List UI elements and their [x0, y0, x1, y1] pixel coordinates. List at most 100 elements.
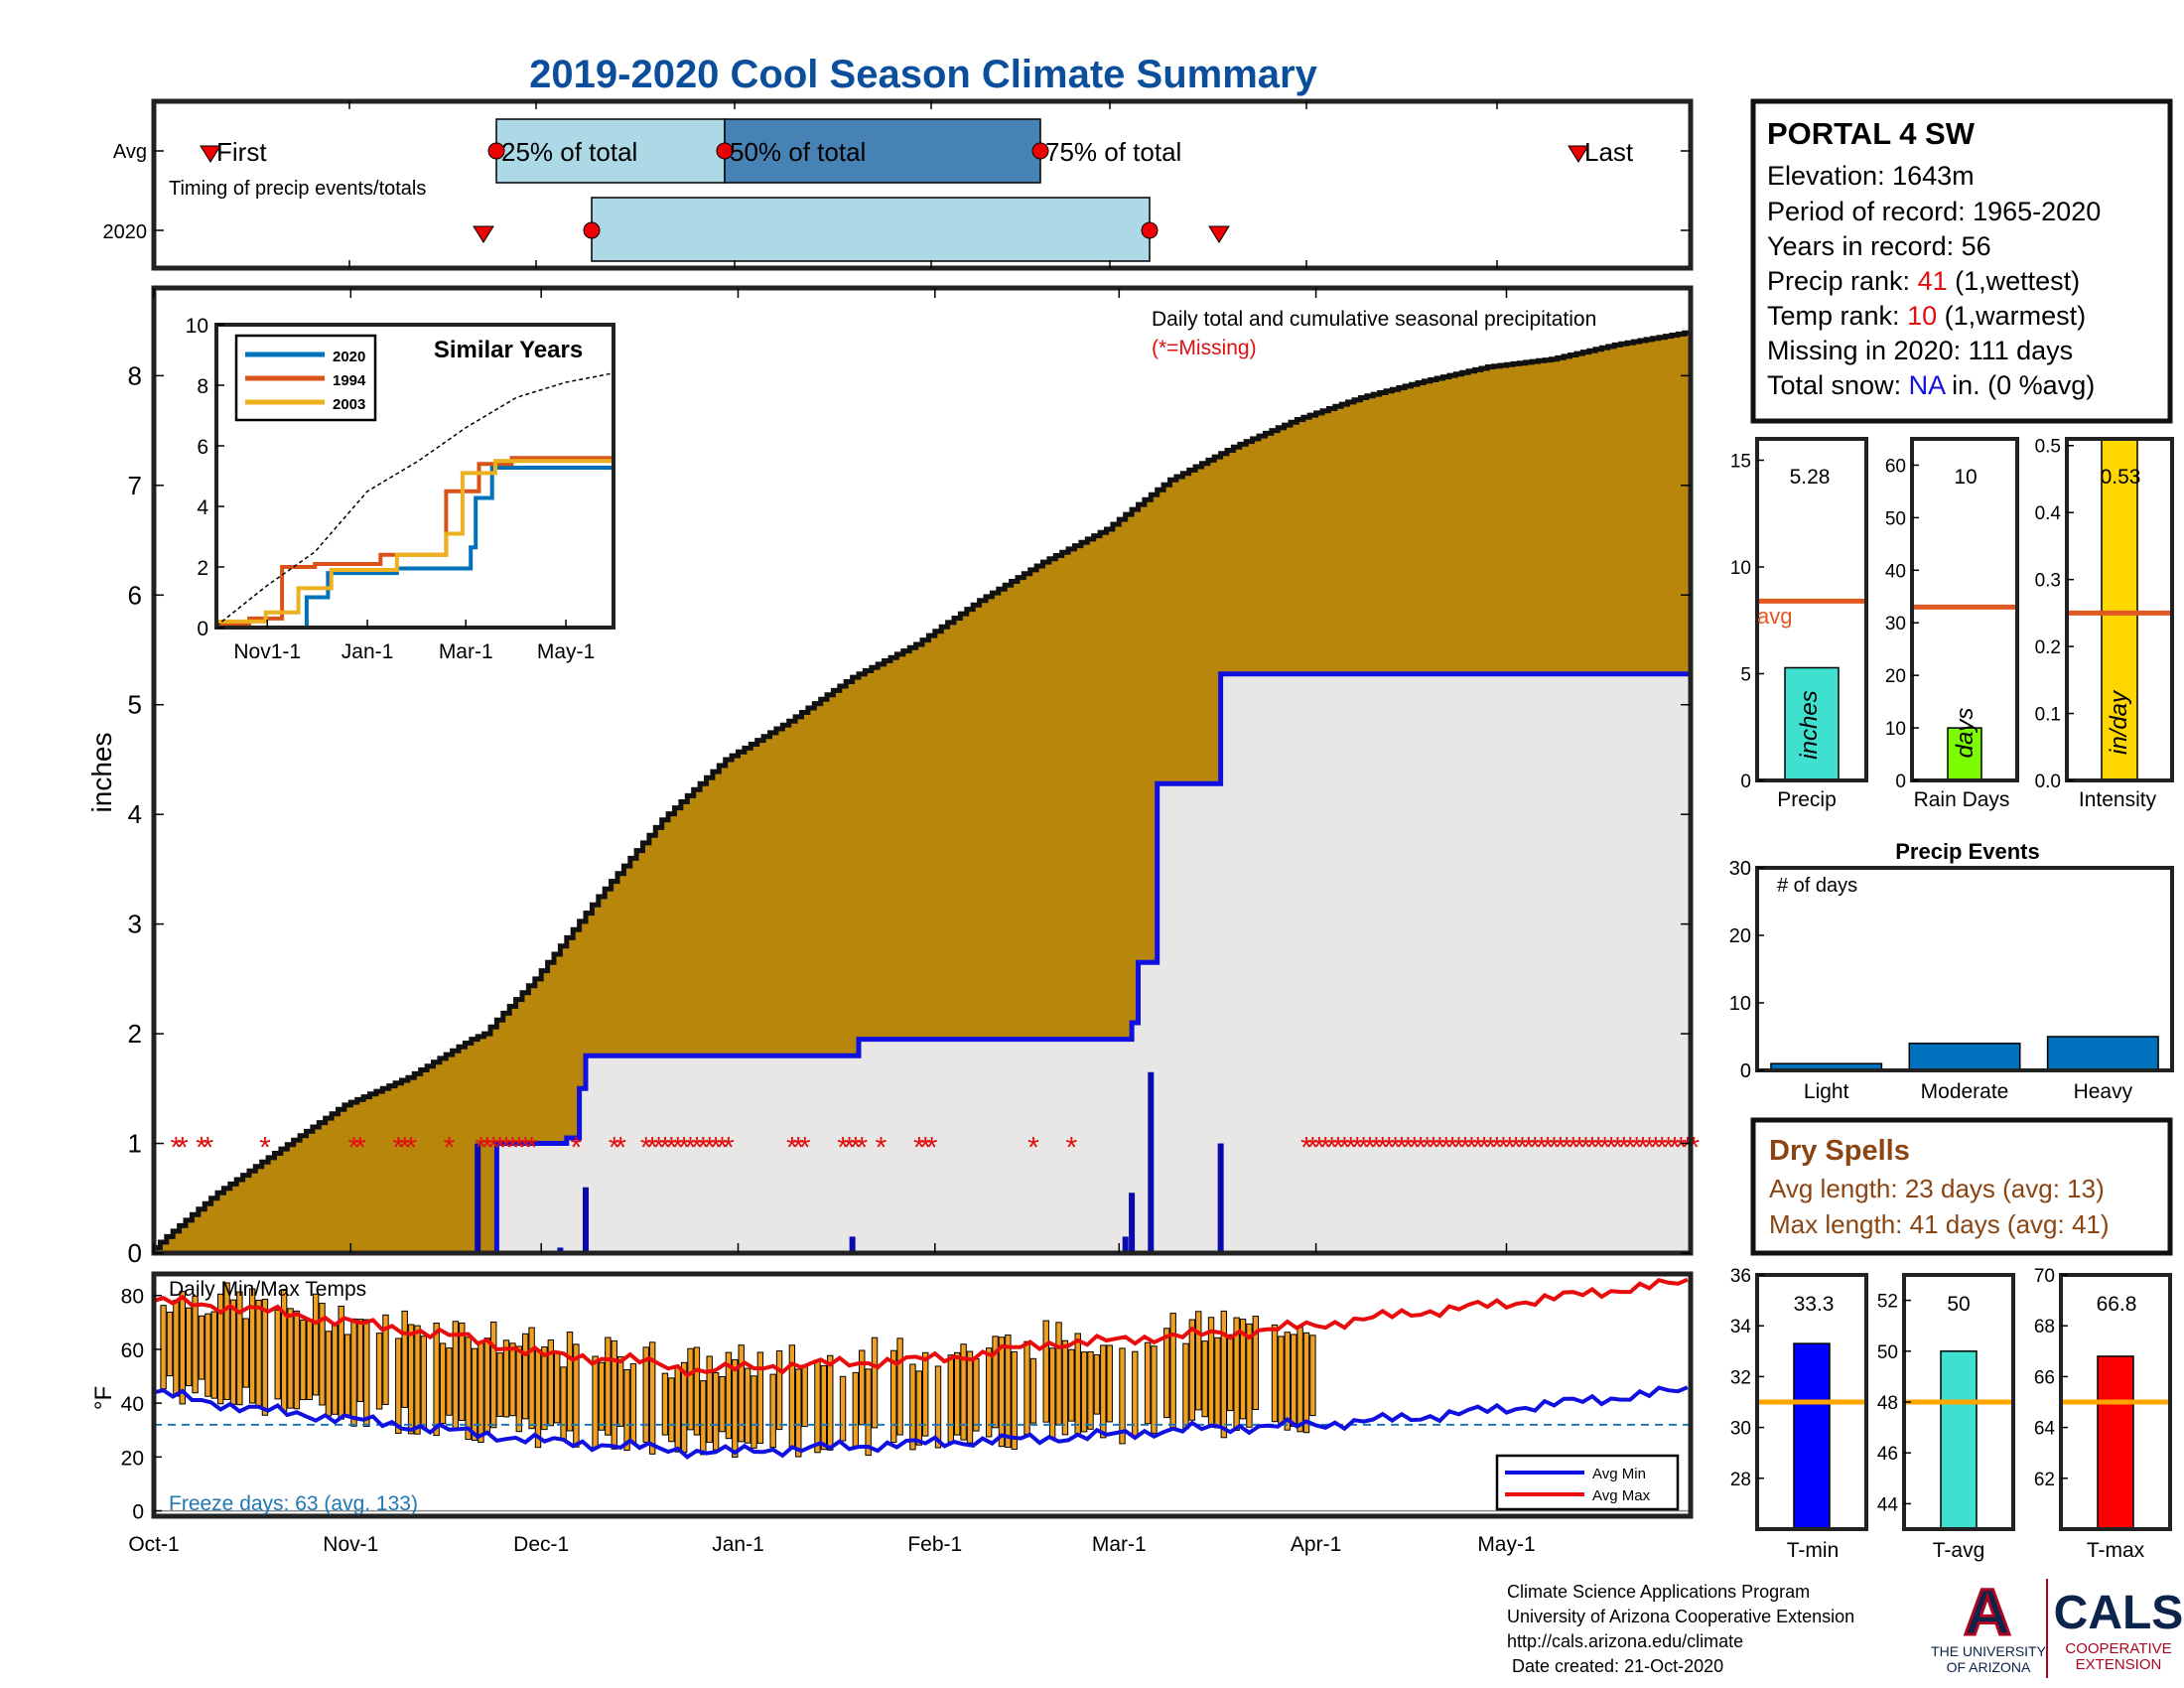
events-category-label: Moderate: [1921, 1080, 2009, 1103]
dry-spells-title: Dry Spells: [1769, 1135, 1910, 1167]
main-y-tick-label: 7: [128, 471, 142, 500]
main-y-tick-label: 6: [128, 580, 142, 610]
events-ylabel: # of days: [1777, 875, 1857, 897]
missing-day-marker: *: [792, 1132, 804, 1165]
daily-temp-bar: [478, 1340, 484, 1443]
missing-day-marker: *: [850, 1132, 862, 1165]
inset-title: Similar Years: [434, 337, 583, 363]
station-info-box: PORTAL 4 SW Elevation: 1643m Period of r…: [1750, 98, 2173, 424]
rain-days-panel: 0 10 20 30 40 50 60: [1885, 437, 2019, 792]
daily-temp-bar: [605, 1336, 612, 1436]
missing-day-marker: *: [1459, 1132, 1471, 1165]
events-y-tick-label: 30: [1729, 858, 1751, 880]
temp-legend-min: Avg Min: [1592, 1466, 1646, 1482]
daily-precip-bar: [582, 1187, 589, 1253]
daily-temp-bar: [719, 1375, 726, 1433]
daily-temp-bar: [509, 1342, 516, 1417]
daily-temp-bar: [198, 1315, 205, 1380]
timing-row-avg-label: Avg: [113, 141, 147, 163]
panel-y-tick-label: 40: [1885, 561, 1906, 582]
timing-caption: Timing of precip events/totals: [169, 178, 426, 200]
daily-temp-bar: [1042, 1320, 1049, 1423]
missing-day-marker: *: [665, 1132, 677, 1165]
missing-day-marker: *: [1422, 1132, 1433, 1165]
daily-temp-bar: [553, 1351, 561, 1424]
panel-y-tick-label: 0.4: [2035, 503, 2062, 524]
events-frame: [1755, 866, 2174, 1072]
daily-temp-bar: [1093, 1353, 1101, 1415]
month-axis-labels: Oct-1 Nov-1 Dec-1 Jan-1 Feb-1 Mar-1 Apr-1 May-1: [128, 1533, 1535, 1556]
daily-temp-bar: [648, 1341, 656, 1455]
daily-temp-bar: [1252, 1316, 1260, 1410]
missing-day-marker: *: [392, 1132, 404, 1165]
daily-temp-bar: [496, 1352, 503, 1417]
missing-day-marker: *: [876, 1132, 887, 1165]
cals-logo-text: CALS: [2054, 1587, 2184, 1639]
ua-logo-line-2: OF ARIZONA: [1947, 1659, 2031, 1675]
panel-bar: [1793, 1342, 1831, 1530]
first-2020-marker-triangle: [473, 225, 494, 243]
missing-day-marker: *: [1568, 1132, 1579, 1165]
daily-precip-bar: [849, 1236, 856, 1253]
missing-day-marker: *: [1517, 1132, 1529, 1165]
daily-temp-bar: [375, 1333, 383, 1410]
missing-day-marker: *: [1403, 1132, 1415, 1165]
missing-day-marker: *: [1377, 1132, 1389, 1165]
daily-temp-bar: [1297, 1327, 1303, 1433]
tavg-panel-label: T-avg: [1933, 1539, 1985, 1562]
timing-p50-label: 50% of total: [730, 137, 866, 167]
daily-temp-bar: [1278, 1336, 1285, 1425]
temp-rank-label: Temp rank:: [1767, 301, 1900, 331]
missing-day-marker: *: [1523, 1132, 1535, 1165]
missing-day-marker: *: [1313, 1132, 1325, 1165]
daily-temps-plot: 0 20 40 60 80 Daily Min/Max Temps Freeze day…: [90, 1271, 1694, 1524]
daily-temp-bar: [1080, 1351, 1088, 1433]
dry-spells-max: Max length: 41 days (avg: 41): [1769, 1209, 2110, 1239]
missing-day-marker: *: [1676, 1132, 1688, 1165]
timing-first-label: First: [216, 137, 267, 167]
ua-logo-letter: A: [1964, 1575, 2011, 1648]
missing-day-marker: *: [659, 1132, 671, 1165]
panel-frame: [2059, 1273, 2172, 1531]
daily-temp-bar: [661, 1372, 669, 1436]
daily-precip-bar: [1217, 1143, 1224, 1253]
daily-temp-bar: [1011, 1350, 1018, 1450]
daily-temp-bar: [395, 1337, 402, 1434]
daily-temp-bar: [274, 1309, 281, 1400]
inset-x-tick-label: Mar-1: [439, 640, 493, 663]
tavg-panel: 44 46 48 50 52: [1877, 1273, 2015, 1531]
daily-temp-bar: [909, 1363, 916, 1451]
daily-temp-bar: [947, 1354, 954, 1443]
daily-temp-bar: [414, 1325, 421, 1435]
panel-frame: [1910, 437, 2019, 782]
daily-temp-bar: [560, 1366, 567, 1441]
rain-days-panel-label: Rain Days: [1914, 788, 2010, 811]
daily-temp-bar: [629, 1363, 637, 1444]
panel-y-tick-label: 0.2: [2035, 637, 2061, 658]
daily-temp-bar: [179, 1291, 186, 1405]
daily-temp-bar: [242, 1318, 249, 1388]
missing-day-marker: *: [1326, 1132, 1338, 1165]
daily-temp-bar: [820, 1364, 828, 1451]
missing-day-marker: *: [1307, 1132, 1319, 1165]
inset-legend-2003: 2003: [333, 396, 365, 413]
intensity-unit-label: in/day: [2106, 689, 2132, 755]
inset-y-tick-label: 4: [197, 496, 208, 519]
daily-temp-bar: [1061, 1339, 1069, 1436]
cals-logo: CALS COOPERATIVE EXTENSION: [2054, 1587, 2184, 1673]
missing-day-marker: *: [672, 1132, 684, 1165]
missing-day-marker: *: [844, 1132, 856, 1165]
missing-day-marker: *: [444, 1132, 456, 1165]
precip-avg-label: avg: [1757, 604, 1792, 629]
timing-p75-label: 75% of total: [1045, 137, 1181, 167]
missing-day-marker: *: [640, 1132, 652, 1165]
timing-frame: [151, 98, 1694, 271]
temp-y-tick-label: 40: [121, 1393, 144, 1416]
daily-temp-bar: [674, 1366, 681, 1453]
daily-temp-bar: [890, 1349, 897, 1444]
precip-value-label: 5.28: [1790, 466, 1831, 489]
missing-day-marker: *: [171, 1132, 183, 1165]
daily-temp-bar: [1284, 1332, 1292, 1431]
daily-temp-bar: [973, 1357, 980, 1432]
daily-temp-bar: [483, 1337, 491, 1433]
